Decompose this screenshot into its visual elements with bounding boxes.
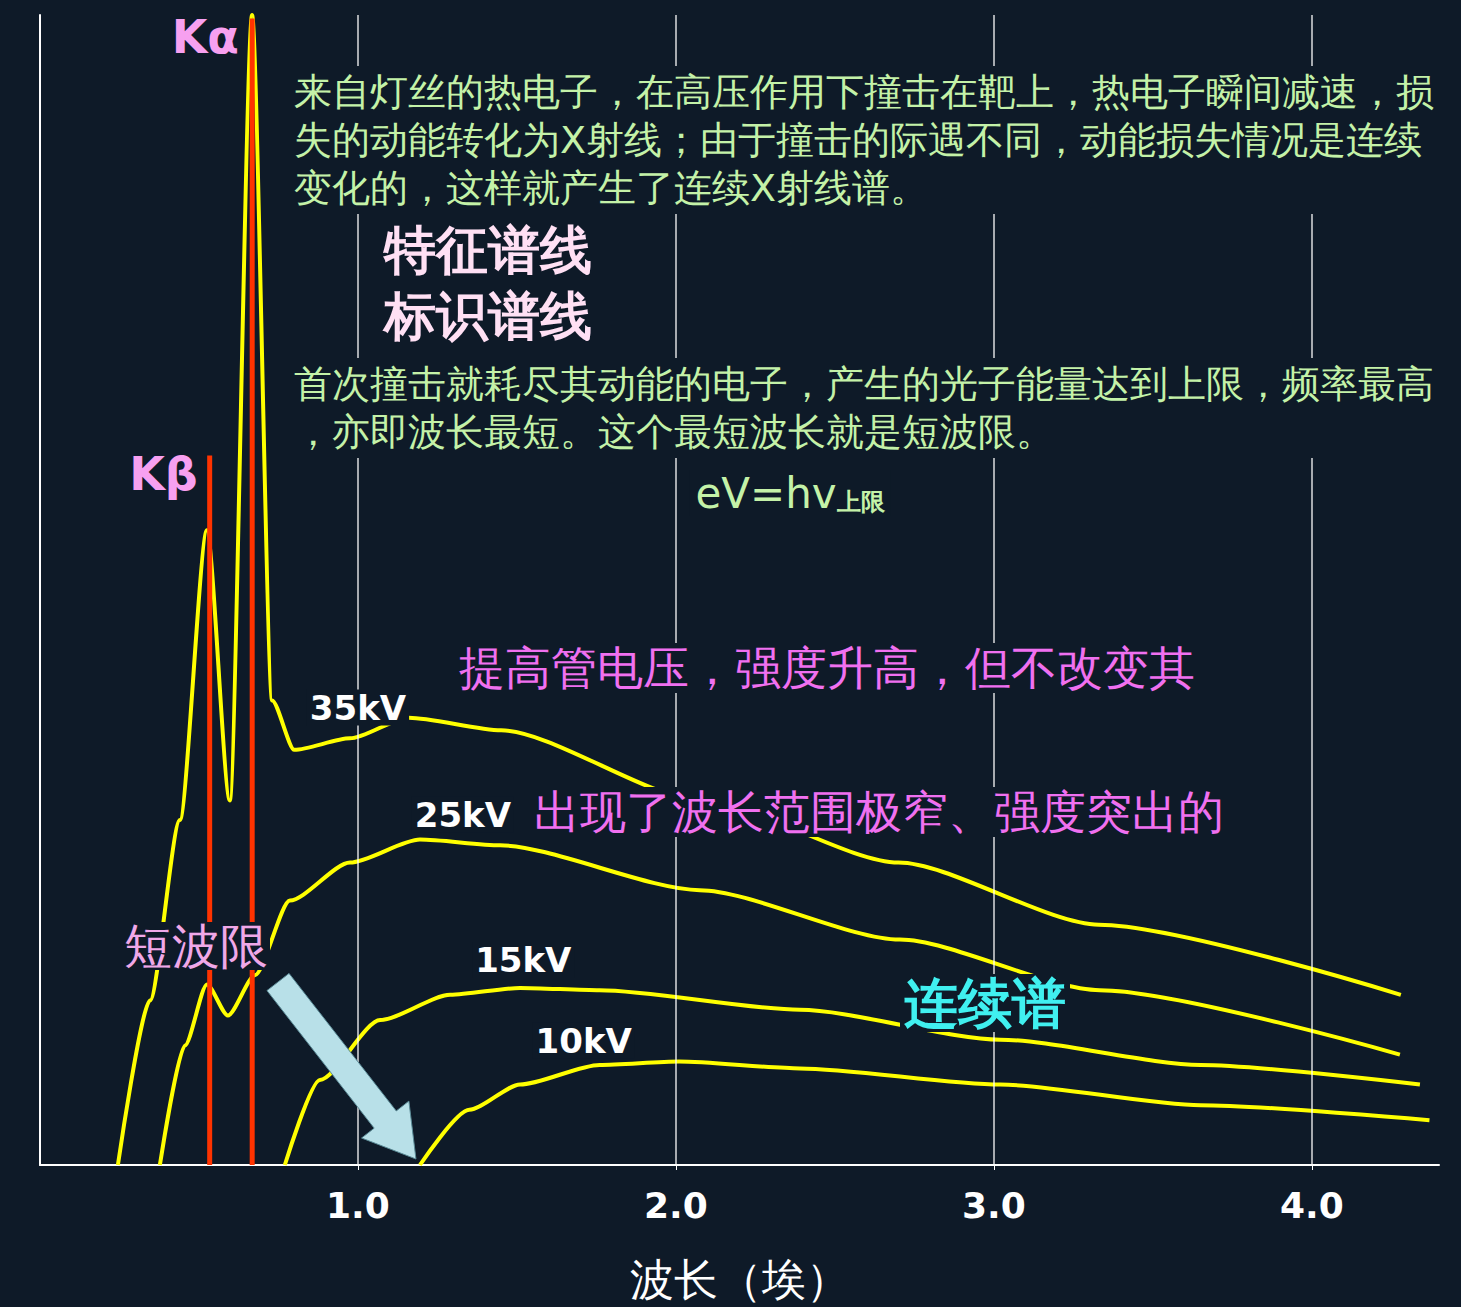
svg-text:4.0: 4.0: [1280, 1185, 1344, 1226]
svg-text:eV=hv: eV=hv: [695, 469, 836, 518]
svg-text:35kV: 35kV: [310, 688, 407, 728]
svg-text:，亦即波长最短。这个最短波长就是短波限。: ，亦即波长最短。这个最短波长就是短波限。: [294, 410, 1054, 454]
svg-text:波长（埃）: 波长（埃）: [630, 1254, 850, 1305]
svg-text:3.0: 3.0: [962, 1185, 1026, 1226]
svg-text:短波限: 短波限: [124, 918, 268, 974]
svg-text:15kV: 15kV: [475, 940, 572, 980]
svg-text:25kV: 25kV: [415, 795, 512, 835]
svg-text:1.0: 1.0: [326, 1185, 390, 1226]
svg-text:连续谱: 连续谱: [904, 972, 1066, 1035]
svg-text:特征谱线: 特征谱线: [383, 220, 592, 280]
svg-text:10kV: 10kV: [536, 1021, 633, 1061]
svg-text:Kα: Kα: [172, 10, 239, 64]
svg-text:出现了波长范围极窄、强度突出的: 出现了波长范围极窄、强度突出的: [534, 785, 1224, 839]
svg-text:失的动能转化为X射线；由于撞击的际遇不同，动能损失情况是连续: 失的动能转化为X射线；由于撞击的际遇不同，动能损失情况是连续: [294, 118, 1422, 162]
svg-text:变化的，这样就产生了连续X射线谱。: 变化的，这样就产生了连续X射线谱。: [294, 166, 928, 210]
svg-text:2.0: 2.0: [644, 1185, 708, 1226]
svg-text:标识谱线: 标识谱线: [382, 286, 592, 346]
svg-text:上限: 上限: [836, 488, 886, 516]
svg-text:首次撞击就耗尽其动能的电子，产生的光子能量达到上限，频率最高: 首次撞击就耗尽其动能的电子，产生的光子能量达到上限，频率最高: [294, 362, 1434, 406]
svg-text:提高管电压，强度升高，但不改变其: 提高管电压，强度升高，但不改变其: [459, 641, 1195, 695]
svg-text:来自灯丝的热电子，在高压作用下撞击在靶上，热电子瞬间减速，损: 来自灯丝的热电子，在高压作用下撞击在靶上，热电子瞬间减速，损: [294, 70, 1434, 114]
svg-text:Kβ: Kβ: [129, 447, 198, 501]
